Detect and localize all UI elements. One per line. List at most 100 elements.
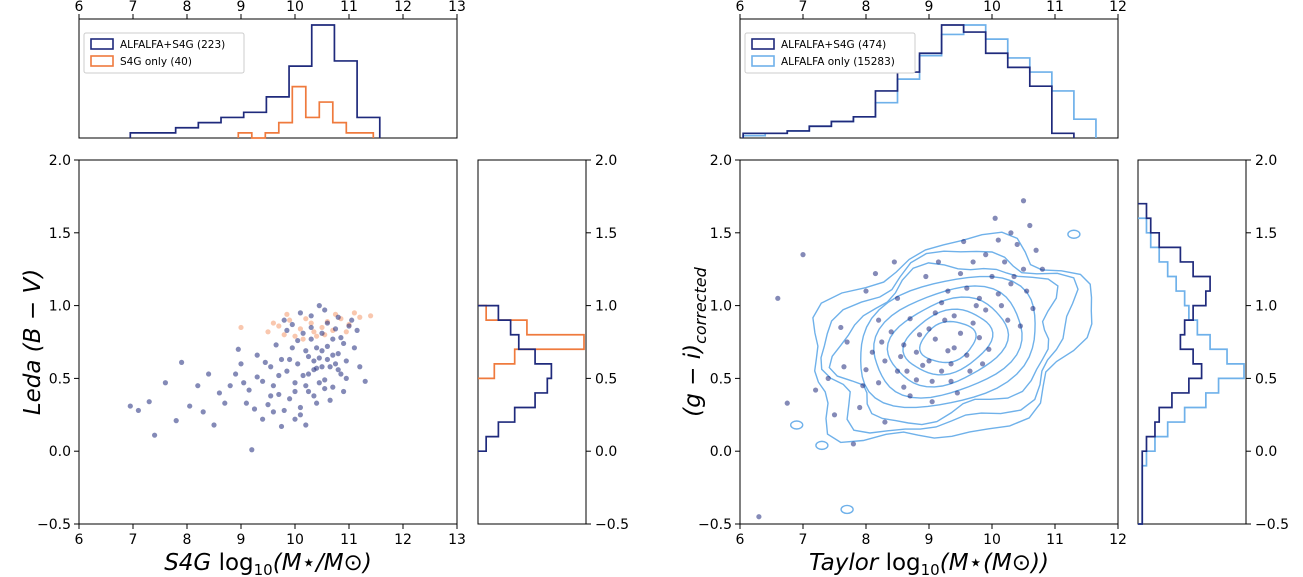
left-scatter-point-only — [265, 329, 271, 335]
right-scatter-point-matched — [935, 259, 942, 265]
right-scatter-point-matched — [904, 368, 910, 374]
right-right-histogram: −0.5 0.0 0.5 1.0 1.5 2.0 — [1137, 153, 1289, 533]
right-scatter-point-matched — [857, 404, 863, 411]
left-scatter-point-matched — [216, 390, 222, 396]
left-x-tick-label: 9 — [237, 532, 246, 548]
left-x-tick-label: 6 — [75, 532, 84, 548]
right-scatter-point-matched — [992, 215, 998, 221]
left-scatter-point-matched — [300, 372, 306, 379]
left-scatter-point-matched — [152, 432, 158, 438]
left-scatter-point-matched — [297, 404, 303, 411]
left-scatter-point-matched — [324, 356, 330, 363]
left-scatter-point-matched — [335, 351, 341, 357]
left-scatter-point-matched — [135, 407, 141, 414]
right-scatter-point-matched — [932, 336, 938, 342]
left-scatter-point-only — [300, 336, 306, 342]
right-scatter-point-matched — [970, 320, 976, 326]
left-scatter-point-matched — [273, 342, 279, 348]
left-scatter-point-only — [281, 332, 287, 338]
right-scatter-point-matched — [973, 303, 979, 309]
right-x-tick-label: 7 — [799, 532, 808, 548]
left-scatter-point-matched — [314, 400, 320, 406]
left-scatter-point-only — [238, 324, 244, 331]
left-scatter-point-matched — [300, 330, 306, 336]
left-scatter-point-matched — [289, 321, 295, 328]
right-scatter-point-matched — [920, 362, 926, 368]
left-right-y-tick-label: 0.5 — [595, 371, 617, 387]
right-scatter-point-matched — [872, 270, 879, 277]
left-scatter-point-only — [314, 333, 320, 339]
left-scatter-point-only — [270, 320, 276, 326]
left-scatter-point-matched — [260, 378, 266, 384]
right-scatter-point-matched — [825, 375, 831, 381]
right-scatter-point-matched — [995, 291, 1001, 297]
left-scatter-point-matched — [311, 393, 317, 399]
left-scatter-point-matched — [303, 383, 309, 389]
right-x-tick-label: 12 — [1109, 532, 1127, 548]
right-legend-box — [744, 32, 916, 74]
left-scatter-point-matched — [173, 418, 179, 424]
right-scatter-point-matched — [1033, 247, 1039, 253]
left-scatter-point-only — [351, 310, 357, 316]
left-scatter-point-matched — [322, 307, 328, 313]
left-scatter-point-matched — [268, 364, 274, 370]
left-scatter-point-matched — [341, 340, 347, 347]
left-scatter-point-matched — [281, 317, 287, 323]
left-scatter-point-matched — [351, 345, 357, 351]
left-top-x-tick-label: 8 — [183, 0, 192, 15]
right-contour-island — [790, 420, 804, 430]
right-scatter-point-matched — [888, 329, 894, 335]
left-scatter-point-only — [308, 320, 314, 326]
right-scatter-point-matched — [967, 368, 973, 374]
left-scatter-point-matched — [276, 372, 282, 379]
left-scatter-point-matched — [332, 326, 339, 332]
left-scatter-point-matched — [316, 380, 322, 386]
right-scatter-point-matched — [926, 358, 932, 364]
right-scatter-point-matched — [882, 419, 888, 425]
right-scatter-point-matched — [876, 380, 882, 386]
right-top-x-tick-label: 7 — [799, 0, 808, 15]
left-scatter-point-matched — [233, 371, 239, 377]
left-top-x-tick-label: 13 — [448, 0, 466, 15]
right-scatter-point-matched — [831, 412, 838, 418]
right-legend-swatch-only — [751, 55, 775, 67]
left-scatter-point-matched — [346, 323, 352, 329]
left-scatter-point-matched — [338, 335, 344, 341]
left-scatter-point-matched — [343, 375, 349, 381]
left-scatter-point-matched — [187, 403, 193, 409]
right-scatter-point-matched — [894, 295, 901, 301]
left-scatter-point-matched — [322, 377, 328, 383]
right-scatter-point-matched — [983, 252, 989, 258]
left-scatter-point-matched — [206, 371, 212, 377]
left-y-axis-label: Leda (B − V) — [20, 269, 46, 415]
right-scatter-point-matched — [863, 288, 869, 294]
left-plot-frame — [78, 159, 458, 525]
left-x-tick-label: 13 — [448, 532, 466, 548]
left-y-tick-label: 1.0 — [49, 299, 71, 315]
right-scatter-point-matched — [951, 313, 957, 319]
left-top-x-tick-label: 7 — [129, 0, 138, 15]
right-scatter-point-matched — [1008, 230, 1014, 236]
right-scatter-point-matched — [945, 348, 951, 354]
left-x-tick-label: 10 — [286, 532, 304, 548]
left-scatter-point-matched — [179, 359, 185, 365]
left-x-axis-label: S4G log10(M⋆/M⊙) — [164, 550, 372, 577]
right-right-y-tick-label: 1.0 — [1255, 299, 1277, 315]
right-top-x-tick-label: 12 — [1109, 0, 1127, 15]
right-scatter-point-matched — [995, 237, 1001, 243]
right-x-axis-label: Taylor log10(M⋆(M⊙)) — [809, 550, 1049, 577]
right-scatter-point-matched — [1017, 323, 1023, 329]
left-scatter-point-matched — [238, 361, 244, 367]
right-scatter-point-matched — [983, 307, 989, 313]
left-y-tick-label: 2.0 — [49, 153, 71, 169]
right-scatter-point-matched — [970, 259, 976, 265]
right-scatter-point-matched — [838, 324, 844, 331]
left-scatter-point-only — [303, 316, 309, 322]
left-legend: ALFALFA+S4G (223) S4G only (40) — [83, 32, 245, 74]
left-legend-swatch-matched — [90, 38, 114, 50]
right-top-x-tick-label: 6 — [736, 0, 745, 15]
right-top-x-tick-label: 8 — [862, 0, 871, 15]
left-right-y-tick-label: 1.0 — [595, 299, 617, 315]
right-scatter-point-matched — [850, 441, 857, 447]
